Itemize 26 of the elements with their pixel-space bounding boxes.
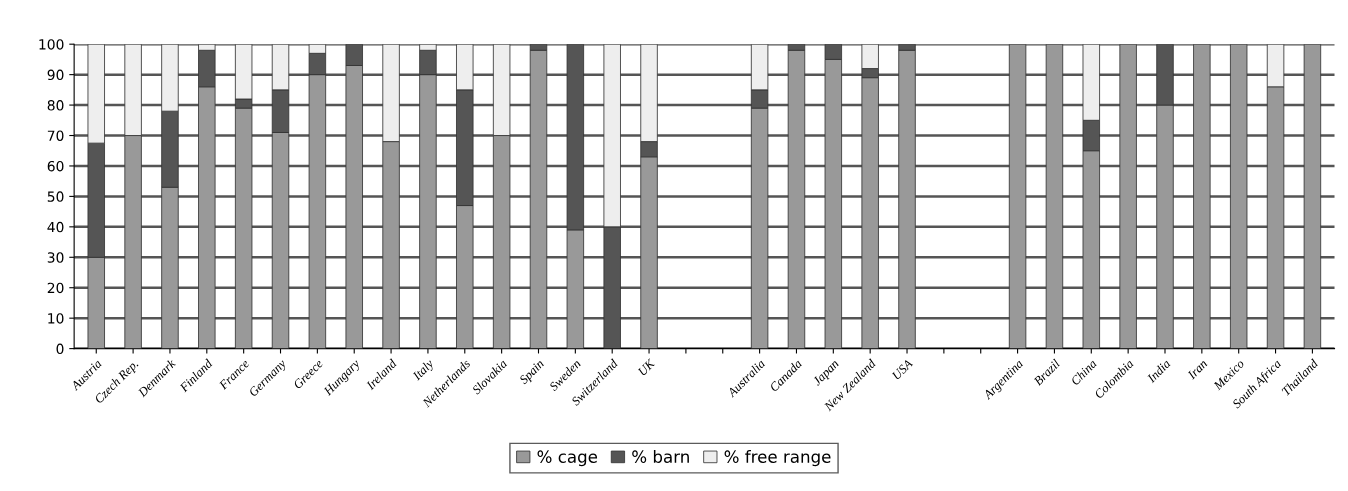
y-tick-label: 0 [56,343,64,355]
y-tick-label: 50 [47,191,64,202]
bar [1119,44,1137,349]
bar [787,49,806,349]
legend-label: % free range [724,450,831,467]
legend-label: % barn [632,450,689,463]
y-tick-label: 80 [47,100,64,111]
bar [1193,44,1211,349]
legend-label: % cage [537,450,598,467]
y-tick-label: 10 [48,313,64,324]
x-tick-label: Iran [1186,359,1208,380]
y-tick-label: 20 [47,282,64,294]
bar [1303,44,1322,349]
x-tick-label: UK [637,358,656,377]
y-tick-label: 70 [47,130,64,141]
y-tick-label: 30 [47,252,64,263]
y-tick-label: 100 [39,39,64,50]
bar [529,49,548,349]
bar [898,49,916,349]
x-tick-label: USA [891,358,914,380]
y-tick-label: 90 [47,69,64,81]
bar [1008,44,1027,349]
y-tick-label: 60 [47,160,64,172]
y-tick-label: 40 [47,221,64,233]
bar [1045,44,1064,349]
bar [1229,44,1248,349]
